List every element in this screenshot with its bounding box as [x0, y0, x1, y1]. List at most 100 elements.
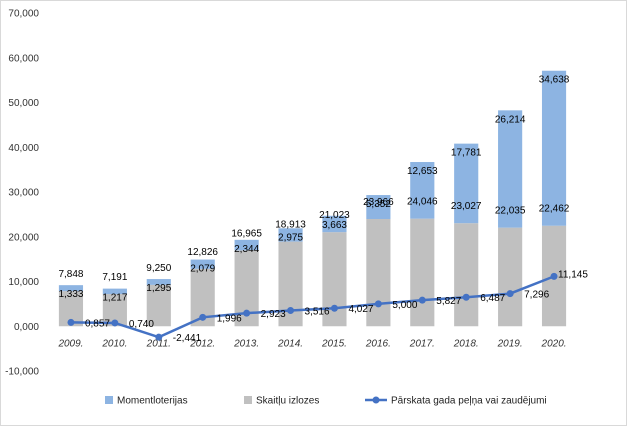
data-label-skaitlu-izlozes: 9,250 [146, 263, 171, 274]
data-label-profit: -2,441 [173, 333, 202, 344]
y-tick-label: 0,000 [14, 322, 39, 333]
data-label-profit: 5,000 [392, 300, 417, 311]
x-axis: 2009. 2010. 2011. 2012. 2013. 2014. 2015. 2016.… [57, 338, 566, 349]
x-tick-label: 2014. [277, 338, 303, 349]
x-tick-label: 2012. [189, 338, 215, 349]
y-tick-label: 10,000 [8, 277, 39, 288]
y-tick-label: 60,000 [8, 53, 39, 64]
y-tick-label: -10,000 [5, 367, 39, 378]
data-label-skaitlu-izlozes: 7,191 [102, 272, 127, 283]
data-label-skaitlu-izlozes: 24,046 [407, 197, 438, 208]
data-label-momentloterijas: 2,975 [278, 232, 303, 243]
data-label-momentloterijas: 3,663 [322, 220, 347, 231]
profit-point [374, 300, 382, 308]
x-tick-label: 2015. [321, 338, 347, 349]
legend: Momentloterijas Skaitļu izlozes Pārskata g… [105, 396, 547, 407]
bar-skaitlu-izlozes [366, 219, 391, 327]
data-label-skaitlu-izlozes: 22,035 [495, 206, 526, 217]
bar-momentloterijas [190, 259, 215, 269]
profit-point [111, 319, 119, 327]
data-labels: 7,848 1,333 7,191 1,217 9,250 1,295 12,826 2,07… [58, 75, 588, 344]
bar-skaitlu-izlozes [146, 284, 171, 327]
bar-skaitlu-izlozes [454, 223, 479, 327]
profit-line [70, 275, 555, 339]
profit-line-layer [67, 272, 558, 341]
data-label-skaitlu-izlozes: 7,848 [58, 269, 83, 280]
y-tick-label: 70,000 [8, 9, 39, 20]
y-axis: -10,000 0,000 10,000 20,000 30,000 40,000 50,0… [5, 9, 39, 378]
data-label-skaitlu-izlozes: 23,966 [363, 197, 394, 208]
data-label-momentloterijas: 12,653 [407, 166, 438, 177]
data-label-skaitlu-izlozes: 16,965 [231, 228, 262, 239]
data-label-profit: 0,740 [129, 319, 154, 330]
data-label-momentloterijas: 26,214 [495, 114, 526, 125]
bar-momentloterijas [146, 279, 171, 285]
bar-momentloterijas [234, 239, 259, 251]
data-label-skaitlu-izlozes: 23,027 [451, 201, 482, 212]
legend-swatch [105, 396, 113, 404]
profit-point [462, 293, 470, 301]
bar-momentloterijas [366, 195, 391, 220]
data-label-momentloterijas: 1,295 [146, 283, 171, 294]
profit-point [287, 307, 295, 315]
profit-point [155, 333, 163, 341]
bar-momentloterijas [102, 288, 127, 295]
data-label-profit: 4,027 [348, 304, 373, 315]
bar-skaitlu-izlozes [498, 227, 523, 327]
x-tick-label: 2019. [497, 338, 523, 349]
bars [58, 70, 567, 327]
x-tick-label: 2017. [409, 338, 435, 349]
data-label-skaitlu-izlozes: 21,023 [319, 210, 350, 221]
profit-point [418, 296, 426, 304]
bar-skaitlu-izlozes [410, 218, 435, 327]
data-label-profit: 1,996 [217, 313, 242, 324]
y-tick-label: 40,000 [8, 143, 39, 154]
profit-point [506, 290, 514, 298]
data-label-profit: 11,145 [558, 269, 588, 280]
profit-point [330, 304, 338, 312]
bar-momentloterijas [410, 162, 435, 219]
data-label-profit: 5,827 [436, 296, 461, 307]
data-label-profit: 7,296 [524, 290, 549, 301]
y-tick-label: 30,000 [8, 188, 39, 199]
data-label-momentloterijas: 5,352 [366, 199, 391, 210]
profit-point [199, 313, 207, 321]
bar-momentloterijas [278, 228, 303, 242]
legend-label: Skaitļu izlozes [256, 396, 319, 407]
data-label-momentloterijas: 34,638 [539, 75, 570, 86]
legend-swatch [244, 396, 252, 404]
legend-label: Momentloterijas [117, 396, 188, 407]
x-tick-label: 2010. [101, 338, 127, 349]
x-tick-label: 2020. [541, 338, 567, 349]
profit-point [550, 272, 558, 280]
bar-momentloterijas [454, 143, 479, 224]
data-label-momentloterijas: 1,217 [102, 293, 127, 304]
data-label-momentloterijas: 2,079 [190, 264, 215, 275]
bar-momentloterijas [322, 215, 347, 233]
data-label-momentloterijas: 17,781 [451, 148, 482, 159]
data-label-profit: 2,923 [261, 309, 286, 320]
x-tick-label: 2013. [233, 338, 259, 349]
x-tick-label: 2016. [365, 338, 391, 349]
y-tick-label: 50,000 [8, 98, 39, 109]
data-label-profit: 0,857 [85, 318, 110, 329]
data-label-momentloterijas: 2,344 [234, 244, 259, 255]
data-label-skaitlu-izlozes: 22,462 [539, 204, 570, 215]
profit-point [243, 309, 251, 317]
bar-momentloterijas [541, 70, 567, 226]
bar-momentloterijas [58, 285, 84, 292]
x-tick-label: 2011. [146, 338, 171, 349]
profit-point [67, 318, 75, 326]
data-label-momentloterijas: 1,333 [58, 289, 83, 300]
y-tick-label: 20,000 [8, 232, 39, 243]
legend-label: Pārskata gada peļņa vai zaudējumi [391, 396, 547, 407]
x-tick-label: 2018. [453, 338, 479, 349]
data-label-profit: 3,516 [305, 307, 330, 318]
data-label-skaitlu-izlozes: 18,913 [275, 220, 306, 231]
data-label-skaitlu-izlozes: 12,826 [187, 247, 218, 258]
bar-momentloterijas [498, 110, 523, 228]
x-tick-label: 2009. [57, 338, 83, 349]
legend-marker [372, 396, 380, 404]
